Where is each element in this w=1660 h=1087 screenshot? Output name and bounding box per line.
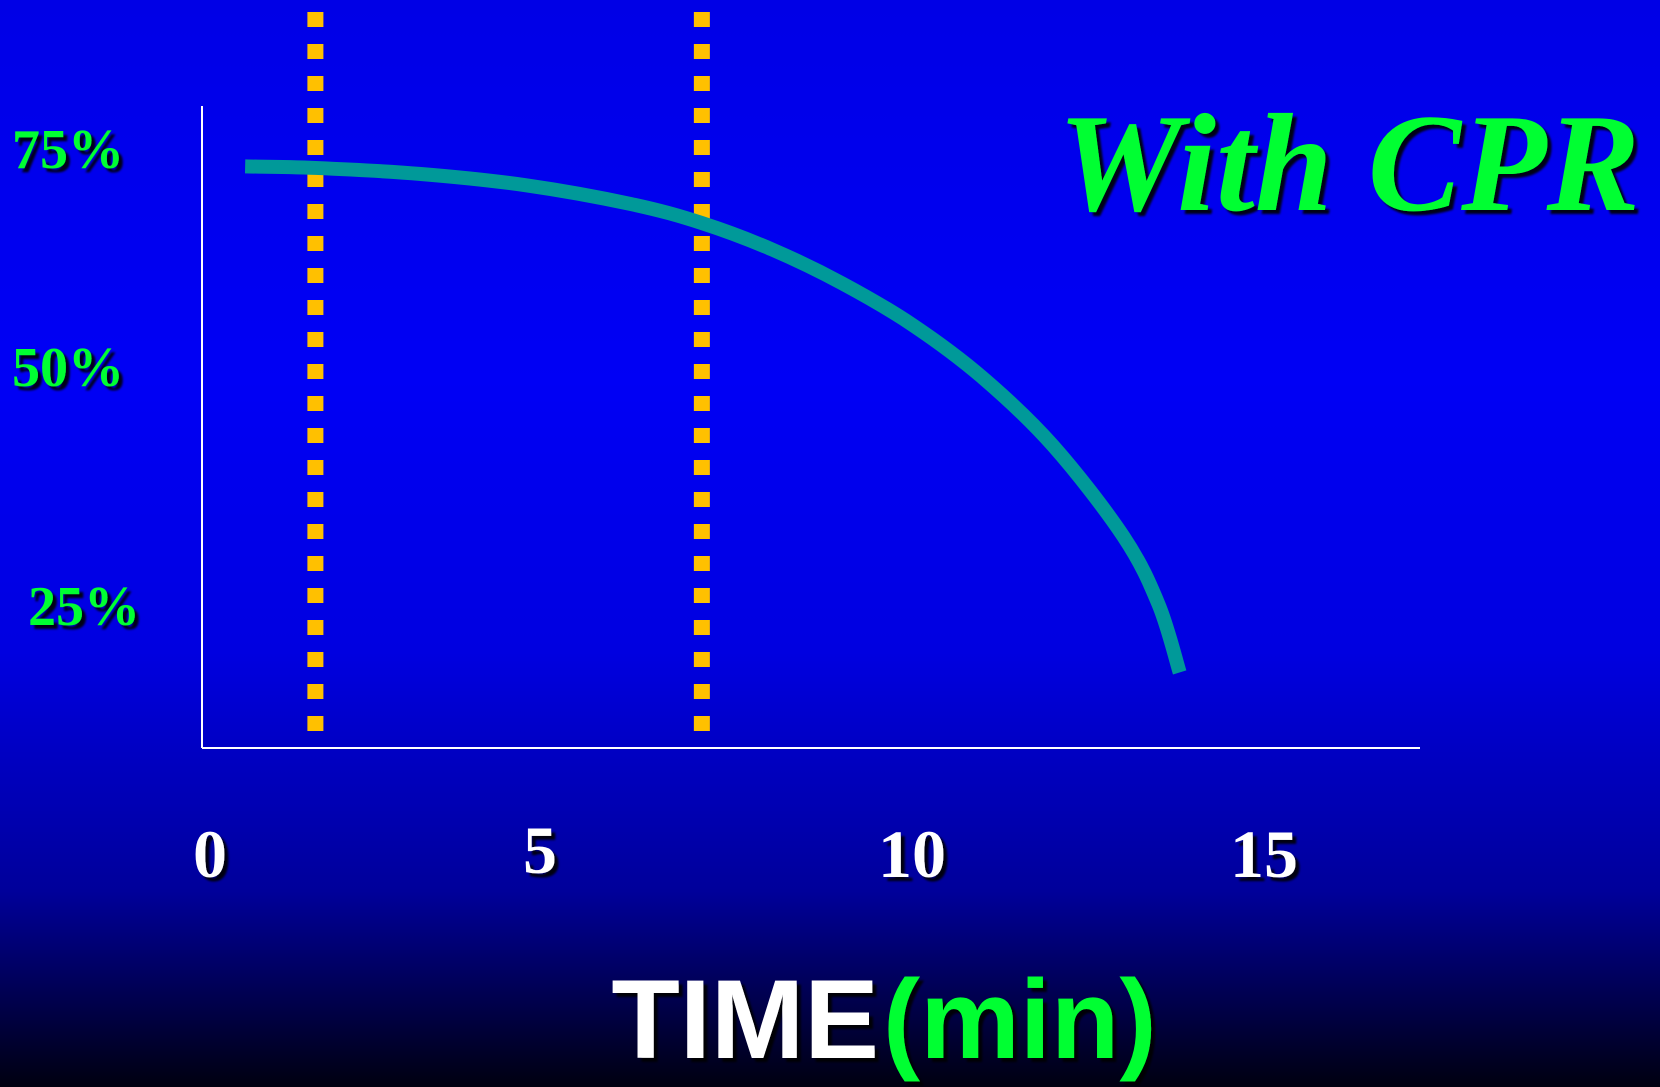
x-tick-label: 0 <box>193 816 227 892</box>
y-tick-label: 75% <box>12 119 124 181</box>
x-tick-label: 15 <box>1230 816 1298 892</box>
plot-area <box>244 12 1187 748</box>
x-axis-label-unit: (min) <box>883 957 1157 1082</box>
y-tick-label: 50% <box>12 337 124 399</box>
x-tick-label: 10 <box>878 816 946 892</box>
x-axis-label: TIME (min) <box>611 957 1156 1082</box>
x-tick-label: 5 <box>523 812 557 888</box>
survival-curve <box>244 159 1187 675</box>
chart-title: With CPR <box>1058 86 1640 241</box>
y-tick-label: 25% <box>28 576 140 638</box>
x-axis-label-main: TIME <box>611 957 879 1082</box>
